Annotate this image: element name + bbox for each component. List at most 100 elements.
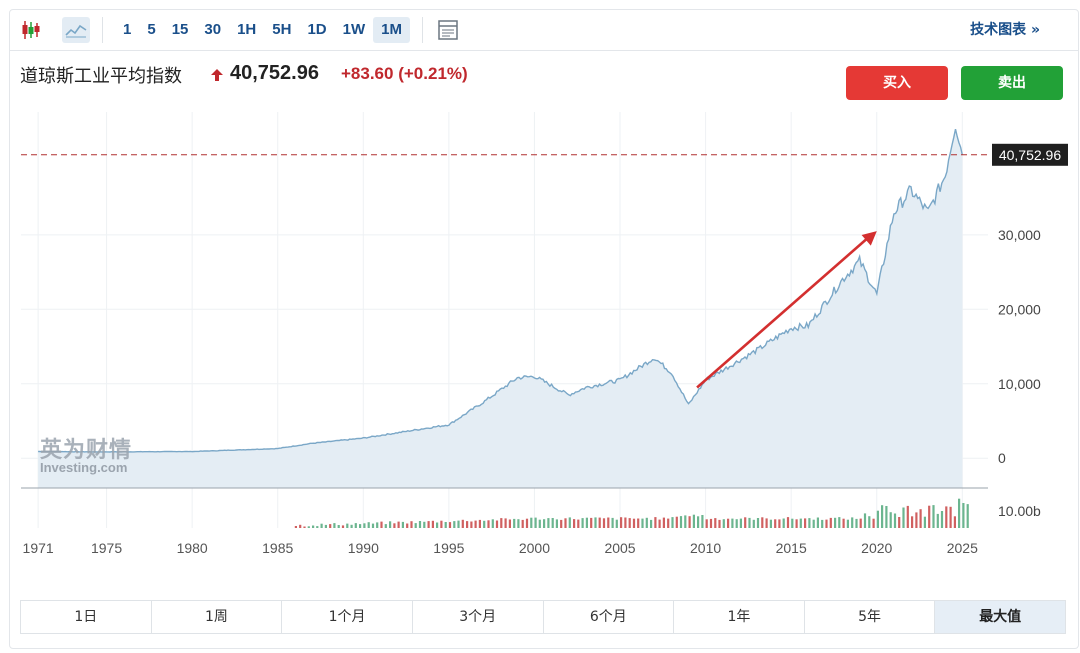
interval-button[interactable]: 1W xyxy=(342,21,366,38)
volume-bar xyxy=(431,520,434,528)
volume-bar xyxy=(406,523,409,528)
chart-settings-icon[interactable] xyxy=(435,17,461,43)
last-price: 40,752.96 xyxy=(230,62,319,84)
volume-bar xyxy=(414,523,417,528)
watermark-logo: 英为财情 Investing.com xyxy=(40,432,132,475)
volume-bar xyxy=(410,521,413,528)
x-tick-label: 1985 xyxy=(262,540,293,556)
volume-bar xyxy=(928,505,931,528)
technical-chart-link[interactable]: 技术图表 » xyxy=(970,22,1040,38)
line-chart-icon[interactable] xyxy=(62,17,90,43)
range-tab[interactable]: 1个月 xyxy=(282,601,413,633)
volume-bar xyxy=(718,519,721,528)
volume-bar xyxy=(958,498,961,528)
volume-bar xyxy=(654,517,657,528)
volume-bar xyxy=(722,519,725,528)
volume-bar xyxy=(628,518,631,528)
current-price-label-box xyxy=(992,143,1068,166)
volume-bar xyxy=(337,525,340,528)
range-tab[interactable]: 3个月 xyxy=(413,601,544,633)
volume-bar xyxy=(598,517,601,528)
volume-bar xyxy=(821,519,824,528)
range-tab[interactable]: 6个月 xyxy=(544,601,675,633)
interval-button[interactable]: 15 xyxy=(171,21,189,38)
range-tab[interactable]: 1年 xyxy=(674,601,805,633)
volume-bar xyxy=(795,519,798,528)
volume-bar xyxy=(863,513,867,528)
volume-bar xyxy=(624,517,627,528)
volume-bar xyxy=(423,521,426,528)
volume-bar xyxy=(684,515,687,528)
volume-bar xyxy=(911,516,914,528)
volume-bar xyxy=(354,523,357,528)
volume-bar xyxy=(329,524,332,528)
volume-bar xyxy=(551,518,554,528)
interval-button[interactable]: 30 xyxy=(204,21,222,38)
volume-bar xyxy=(461,519,464,528)
range-tab[interactable]: 最大值 xyxy=(935,601,1065,633)
volume-bar xyxy=(816,517,819,528)
buy-button[interactable]: 买入 xyxy=(846,66,948,100)
interval-button[interactable]: 1 xyxy=(123,21,132,38)
volume-bar xyxy=(735,519,738,528)
volume-bar xyxy=(444,522,447,528)
range-tab[interactable]: 5年 xyxy=(805,601,936,633)
volume-bar xyxy=(384,524,387,528)
volume-bar xyxy=(662,517,665,528)
volume-bar xyxy=(371,523,375,528)
volume-bar xyxy=(945,506,948,528)
volume-bar xyxy=(658,519,661,528)
volume-bar xyxy=(667,518,670,528)
volume-bar xyxy=(478,519,481,528)
interval-button[interactable]: 1M xyxy=(373,17,410,43)
volume-bar xyxy=(893,513,897,528)
volume-bar xyxy=(466,521,469,528)
volume-bar xyxy=(632,518,636,528)
x-tick-label: 1995 xyxy=(433,540,464,556)
interval-button[interactable]: 1D xyxy=(307,21,327,38)
watermark-brand: Investing.com xyxy=(40,460,128,475)
volume-bar xyxy=(799,518,802,528)
interval-button[interactable]: 5 xyxy=(147,21,156,38)
volume-bar xyxy=(474,520,477,528)
price-area xyxy=(38,129,963,488)
range-tab[interactable]: 1周 xyxy=(152,601,283,633)
volume-bar xyxy=(294,526,297,528)
volume-bar xyxy=(671,517,674,528)
volume-bar xyxy=(769,519,772,528)
instrument-title: 道琼斯工业平均指数 xyxy=(20,66,182,87)
interval-button[interactable]: 5H xyxy=(272,21,292,38)
volume-bar xyxy=(307,526,310,528)
volume-bar xyxy=(744,517,747,528)
volume-bar xyxy=(418,521,422,528)
volume-bar xyxy=(611,517,614,528)
volume-bar xyxy=(940,511,944,528)
volume-bar xyxy=(731,518,734,528)
volume-bar xyxy=(859,518,862,528)
volume-bar xyxy=(508,519,511,528)
volume-bar xyxy=(585,517,588,528)
interval-button[interactable]: 1H xyxy=(237,21,257,38)
volume-bar xyxy=(752,519,755,528)
volume-bar xyxy=(487,520,490,528)
volume-bar xyxy=(782,518,785,528)
sell-button[interactable]: 卖出 xyxy=(961,66,1063,100)
candlestick-chart-icon[interactable] xyxy=(18,17,44,43)
current-price-label: 40,752.96 xyxy=(999,147,1061,163)
volume-bar xyxy=(401,521,404,528)
y-tick-label: 0 xyxy=(998,450,1006,466)
watermark-text: 英为财情 xyxy=(40,438,133,463)
volume-bar xyxy=(761,517,764,528)
volume-bar xyxy=(427,521,430,528)
volume-tick-label: 10.00b xyxy=(998,503,1041,519)
range-tab[interactable]: 1日 xyxy=(21,601,152,633)
x-tick-label: 2005 xyxy=(604,540,635,556)
x-tick-label: 1990 xyxy=(348,540,379,556)
volume-bar xyxy=(483,520,486,528)
volume-bar xyxy=(513,518,516,528)
volume-bar xyxy=(320,523,323,528)
change-percent: (+0.21%) xyxy=(398,64,468,83)
volume-bar xyxy=(568,517,571,528)
volume-bar xyxy=(885,506,888,528)
